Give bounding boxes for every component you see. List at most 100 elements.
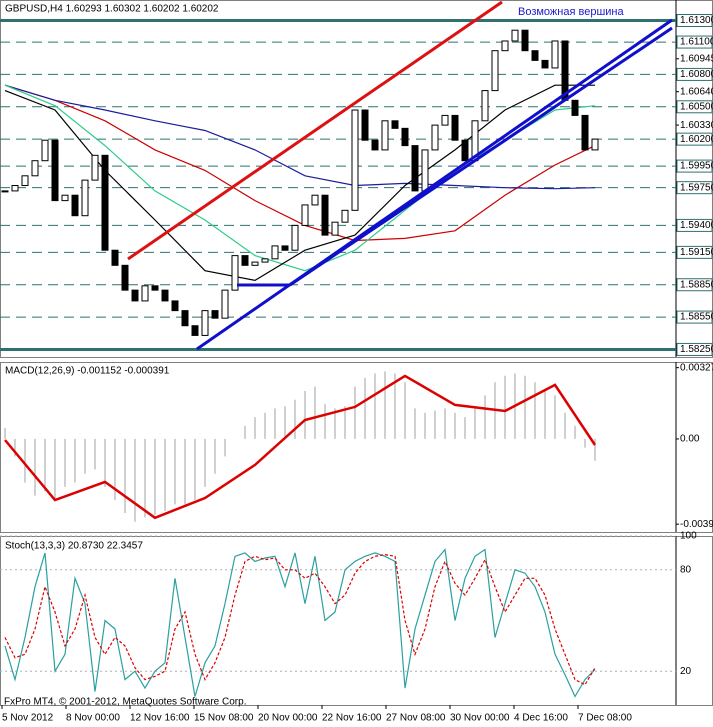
level-label: 1.59750 [680,182,713,193]
candle [271,245,279,260]
level-label: 1.60800 [680,69,713,80]
level-label-box [676,278,713,292]
x-tick-label: 22 Nov 16:00 [322,713,382,724]
x-tick-label: 5 Nov 2012 [2,713,54,724]
level-label: 1.59150 [680,247,713,258]
candle [21,175,29,187]
candle [291,224,299,251]
chart-title: GBPUSD,H4 1.60293 1.60302 1.60202 1.6020… [5,4,219,15]
level-label: 1.60500 [680,101,713,112]
candle [111,249,119,266]
candle [251,261,259,266]
level-label: 1.60200 [680,134,713,145]
x-tick-label: 7 Dec 08:00 [578,713,632,724]
candle [341,209,349,223]
candle [441,114,449,126]
level-label: 1.59400 [680,220,713,231]
candle [211,310,219,319]
candle [501,40,509,52]
candle [41,139,49,162]
x-tick-label: 15 Nov 08:00 [194,713,254,724]
candle [401,127,409,147]
level-label: 1.58850 [680,279,713,290]
candle [71,194,79,217]
candle [281,245,289,251]
y-tick-label: 0.00327 [680,362,713,373]
candle [261,258,269,263]
x-tick-label: 8 Nov 00:00 [66,713,120,724]
candle [11,185,19,192]
y-tick-label: 1.60945 [680,53,713,64]
level-label: 1.61300 [680,15,713,26]
candle [351,109,359,211]
x-tick-label: 20 Nov 00:00 [258,713,318,724]
candle [391,120,399,129]
x-tick-label: 30 Nov 00:00 [450,713,510,724]
level-label: 1.61100 [680,37,713,48]
candle [541,59,549,69]
y-tick-label: 1.60640 [680,86,713,97]
candle [381,120,389,151]
candle [531,50,539,61]
candle [121,264,129,291]
candle [81,179,89,217]
candle [321,194,329,236]
y-tick-label: 1.60330 [680,120,713,131]
level-label-box [676,245,713,259]
level-label-box [676,218,713,232]
candle [191,325,199,336]
level-label-box [676,310,713,324]
candle [571,99,579,116]
y-tick-label: 100 [680,531,697,542]
level-label-box [676,100,713,114]
candle [301,204,309,226]
trend-line [196,18,673,351]
candle [421,149,429,192]
candle [551,40,559,69]
candle [201,310,209,336]
candle [221,289,229,319]
x-tick-label: 27 Nov 08:00 [386,713,446,724]
candle [511,29,519,42]
candle [161,289,169,302]
y-tick-label: 0.00 [680,434,700,445]
level-label: 1.59950 [680,161,713,172]
level-label-box [676,181,713,195]
level-label-box [676,342,713,356]
candle [101,154,109,251]
candle [91,154,99,181]
level-label-box [676,132,713,146]
level-label: 1.58550 [680,312,713,323]
candle [361,109,369,141]
stochastic-line [4,548,596,698]
stoch-title: Stoch(13,3,3) 20.8730 22.3457 [5,541,143,552]
stochastic-line [4,553,596,686]
candle [581,114,589,151]
channel-line [127,0,503,261]
candle [491,50,499,92]
candle [431,124,439,151]
candle [241,255,249,266]
candle [521,29,529,52]
candle [311,194,319,206]
candle [451,114,459,141]
candle [1,190,9,193]
candle [481,90,489,122]
candle [371,139,379,151]
y-tick-label: -0.00391 [680,519,713,530]
candle [331,221,339,236]
candle [181,310,189,327]
candle [31,160,39,177]
level-label-box [676,67,713,81]
x-tick-label: 12 Nov 16:00 [130,713,190,724]
level-label-box [676,35,713,49]
macd-title: MACD(12,26,9) -0.001152 -0.000391 [5,366,170,377]
candle [151,285,159,291]
candle [131,289,139,302]
candle [461,139,469,162]
trend-line [289,26,673,287]
level-label-box [676,159,713,173]
copyright: FxPro MT4, © 2001-2012, MetaQuotes Softw… [4,697,246,708]
